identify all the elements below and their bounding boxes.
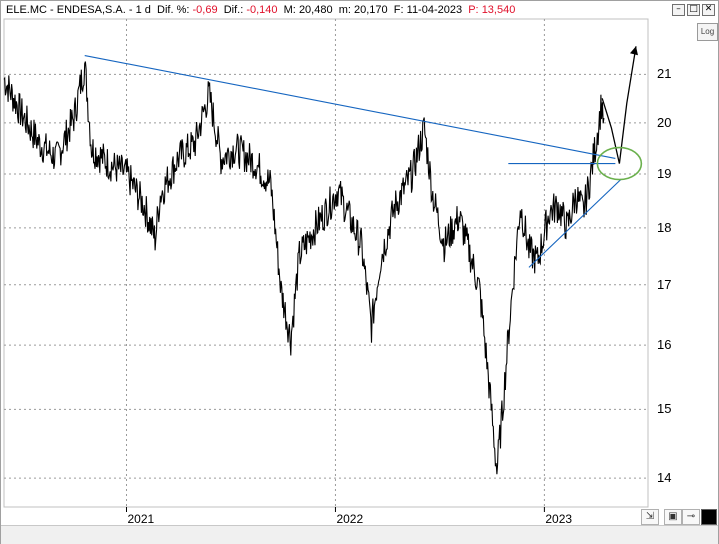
dif-value: -0,140 (246, 4, 278, 16)
close-button[interactable]: ✕ (702, 4, 715, 16)
title-separator: - (125, 4, 136, 16)
log-scale-button[interactable]: Log (697, 23, 718, 41)
y-tick-label: 21 (657, 66, 672, 82)
projection-arrow-path (601, 46, 637, 164)
maximize-button[interactable]: □ (687, 4, 700, 16)
title-bar[interactable]: ELE.MC - ENDESA,S.A. - 1 d Dif. %: -0,69… (1, 1, 718, 19)
highlight-ellipse (596, 146, 643, 181)
y-tick-label: 19 (657, 166, 672, 181)
quote-summary: ELE.MC - ENDESA,S.A. - 1 d Dif. %: -0,69… (6, 4, 515, 16)
y-tick-label: 18 (657, 219, 672, 235)
zoom-icon[interactable]: ⇲ (641, 509, 659, 525)
dif-pct-label: Dif. %: (157, 4, 190, 16)
window-controls: – □ ✕ (672, 4, 715, 16)
plot-area (3, 18, 649, 508)
y-tick-label: 20 (657, 114, 672, 130)
y-tick-label: 17 (657, 276, 672, 292)
y-tick-label: 14 (657, 470, 672, 486)
ticker-label: ELE.MC - ENDESA,S.A. (6, 4, 126, 16)
date-label: F: (393, 4, 404, 16)
min-value: 20,170 (354, 4, 388, 16)
descending-trendline (84, 55, 616, 159)
color-picker-button[interactable] (701, 509, 717, 525)
save-icon[interactable]: ▣ (664, 509, 682, 525)
price-series-line (3, 61, 605, 475)
p-label: P: (468, 4, 479, 16)
dif-label: Dif.: (223, 4, 244, 16)
min-label: m: (338, 4, 351, 16)
dif-pct-value: -0,69 (192, 4, 218, 16)
interval-label: 1 d (135, 4, 151, 16)
horizontal-scrollbar[interactable] (1, 525, 718, 544)
x-tick-label: 2021 (127, 512, 155, 526)
p-value: 13,540 (481, 4, 516, 16)
y-tick-label: 16 (657, 337, 672, 353)
y-tick-label: 15 (657, 401, 672, 417)
x-tick-label: 2022 (336, 512, 364, 526)
pin-icon[interactable]: ⊸ (682, 509, 700, 525)
ascending-trendline (528, 178, 622, 268)
x-tick-label: 2023 (545, 512, 573, 526)
date-value: 11-04-2023 (406, 4, 463, 16)
max-label: M: (283, 4, 296, 16)
minimize-button[interactable]: – (672, 4, 685, 16)
projection-arrowhead-icon (629, 46, 638, 56)
max-value: 20,480 (298, 4, 333, 16)
